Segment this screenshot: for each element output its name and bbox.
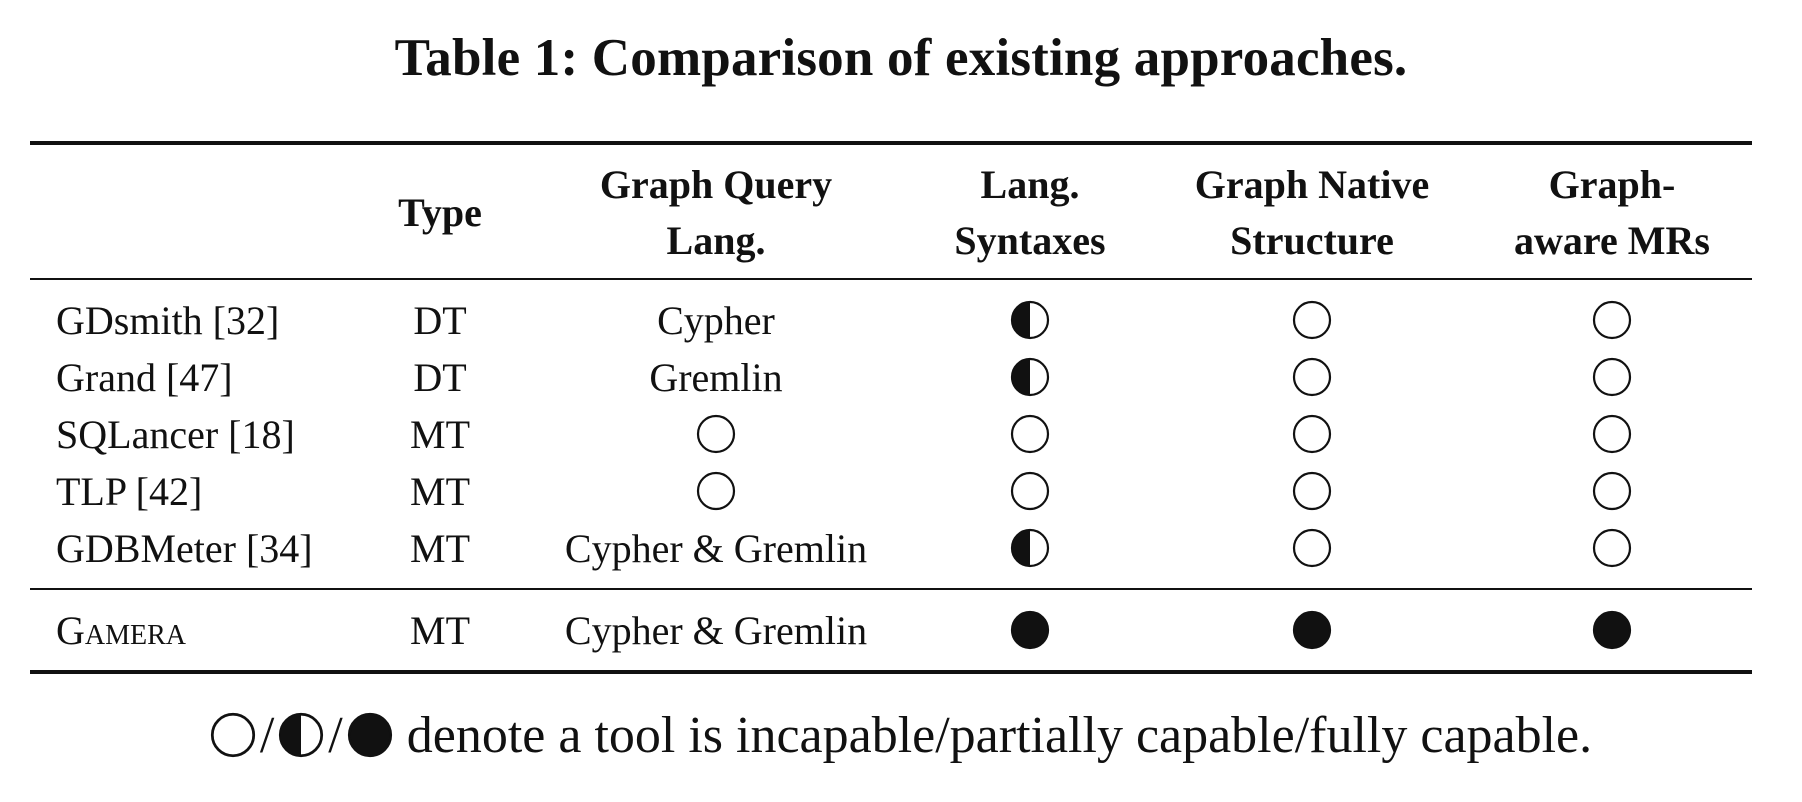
cell-gql: Cypher [526, 292, 906, 348]
cell-type: MT [365, 602, 515, 658]
half-circle-icon [278, 712, 324, 758]
legend-separator: / [259, 706, 275, 764]
half-circle-icon [915, 349, 1145, 405]
column-header-type: Type [365, 160, 515, 265]
cell-text: Cypher & Gremlin [564, 525, 868, 571]
column-header-line: aware MRs [1514, 217, 1710, 263]
half-circle-icon [915, 520, 1145, 576]
tool-name: TLP [42] [56, 468, 203, 514]
cell-tool: GDsmith [32] [56, 292, 376, 348]
tool-name: Gamera [56, 607, 187, 653]
column-header-syntax: Lang. Syntaxes [915, 160, 1145, 265]
cell-text: DT [413, 297, 467, 343]
legend: / / denote a tool is incapable/partially… [0, 700, 1802, 770]
cell-tool: Grand [47] [56, 349, 376, 405]
cell-gql: Cypher & Gremlin [526, 602, 906, 658]
empty-circle-icon [1487, 349, 1737, 405]
empty-circle-icon [1487, 463, 1737, 519]
column-header-line: Graph- [1548, 161, 1676, 207]
empty-circle-icon [1162, 463, 1462, 519]
cell-text: MT [410, 607, 470, 653]
column-header-mrs: Graph-aware MRs [1487, 160, 1737, 265]
empty-circle-icon [1162, 292, 1462, 348]
legend-text: denote a tool is incapable/partially cap… [406, 706, 1593, 764]
column-header-line: Structure [1230, 217, 1394, 263]
column-header-line: Graph Query [599, 161, 833, 207]
cell-type: MT [365, 520, 515, 576]
cell-text: Cypher & Gremlin [564, 607, 868, 653]
separator-rule [30, 588, 1752, 590]
column-header-native: Graph Native Structure [1162, 160, 1462, 265]
empty-circle-icon [210, 712, 256, 758]
column-header-gql: Graph Query Lang. [526, 160, 906, 265]
tool-name: Grand [47] [56, 354, 233, 400]
full-circle-icon [347, 712, 393, 758]
cell-text: MT [410, 525, 470, 571]
tool-name: SQLancer [18] [56, 411, 295, 457]
cell-type: MT [365, 463, 515, 519]
legend-separator: / [328, 706, 343, 764]
full-circle-icon [1162, 602, 1462, 658]
empty-circle-icon [1487, 292, 1737, 348]
empty-circle-icon [915, 463, 1145, 519]
empty-circle-icon [915, 406, 1145, 462]
column-header-line: Lang. [980, 161, 1080, 207]
column-header-line: Type [398, 189, 482, 235]
empty-circle-icon [526, 406, 906, 462]
cell-tool: GDBMeter [34] [56, 520, 376, 576]
tool-name: GDBMeter [34] [56, 525, 313, 571]
cell-type: DT [365, 292, 515, 348]
cell-text: Gremlin [649, 354, 783, 400]
cell-text: DT [413, 354, 467, 400]
column-header-line: Graph Native [1194, 161, 1430, 207]
top-rule [30, 141, 1752, 145]
empty-circle-icon [1487, 520, 1737, 576]
cell-tool: Gamera [56, 602, 376, 658]
column-header-line: Lang. [666, 217, 766, 263]
column-header-line: Syntaxes [954, 217, 1106, 263]
cell-text: MT [410, 411, 470, 457]
full-circle-icon [915, 602, 1145, 658]
empty-circle-icon [1162, 406, 1462, 462]
empty-circle-icon [526, 463, 906, 519]
cell-text: Cypher [657, 297, 775, 343]
full-circle-icon [1487, 602, 1737, 658]
empty-circle-icon [1162, 520, 1462, 576]
cell-gql: Cypher & Gremlin [526, 520, 906, 576]
cell-tool: SQLancer [18] [56, 406, 376, 462]
cell-type: MT [365, 406, 515, 462]
half-circle-icon [915, 292, 1145, 348]
cell-tool: TLP [42] [56, 463, 376, 519]
cell-text: MT [410, 468, 470, 514]
cell-type: DT [365, 349, 515, 405]
table-caption: Table 1: Comparison of existing approach… [394, 29, 1408, 87]
tool-name: GDsmith [32] [56, 297, 280, 343]
bottom-rule [30, 670, 1752, 674]
empty-circle-icon [1162, 349, 1462, 405]
header-rule [30, 278, 1752, 280]
cell-gql: Gremlin [526, 349, 906, 405]
empty-circle-icon [1487, 406, 1737, 462]
